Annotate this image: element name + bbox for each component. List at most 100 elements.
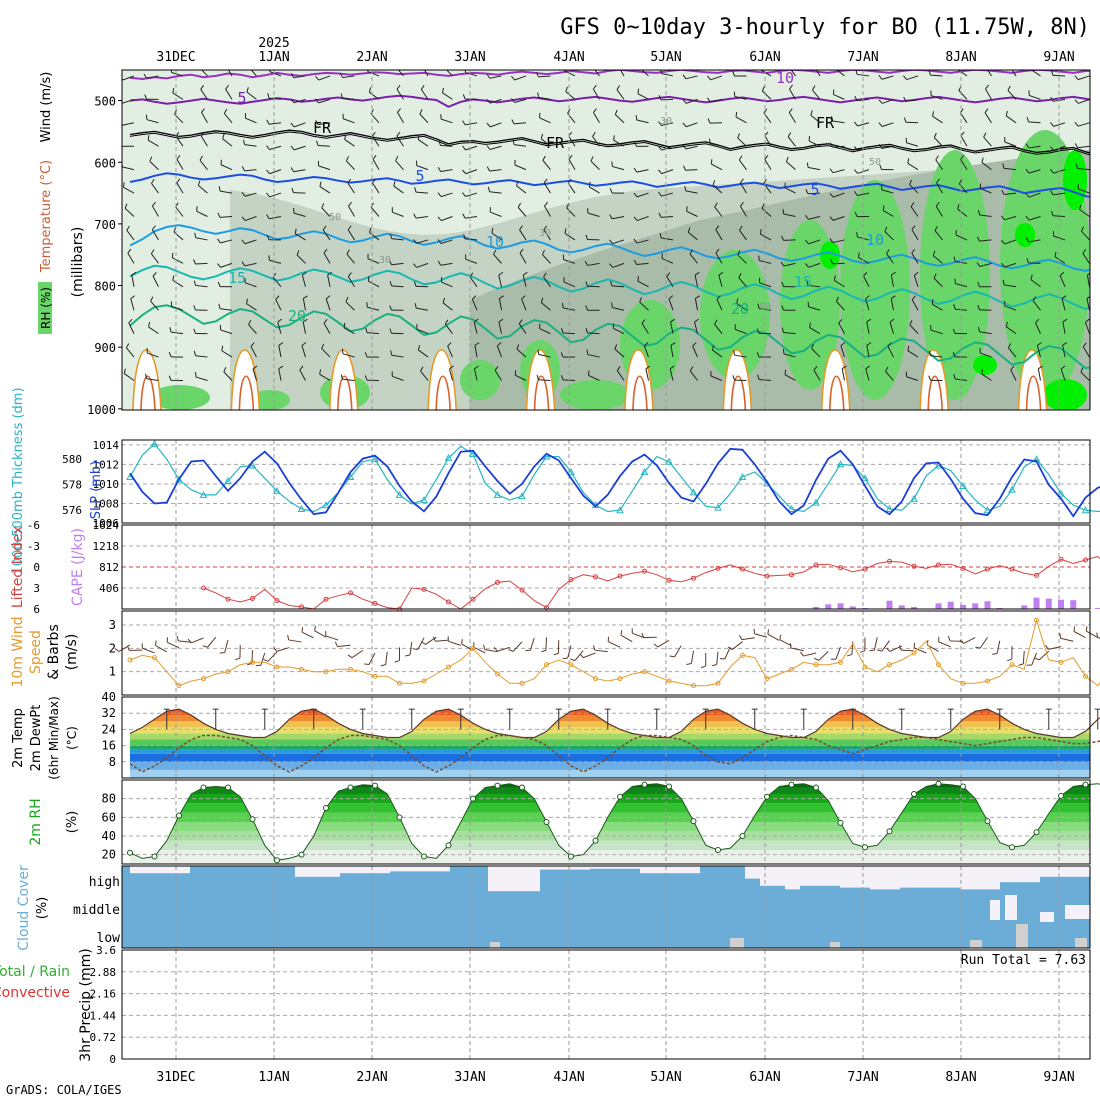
wind-speed-marker [176, 683, 182, 689]
wind-barb [489, 191, 502, 194]
precip-panel: 3.6 2.88 2.16 1.44 0.72 0 Run Total = 7.63 3hr … [0, 944, 1091, 1066]
wind-barb-flag [833, 275, 836, 281]
wind-barb [122, 98, 135, 104]
wind-barb [616, 370, 625, 381]
wind-barb-flag [707, 75, 712, 81]
wind-barb-flag [193, 328, 196, 334]
wind-speed-marker [1083, 673, 1088, 679]
wind-barb-flag [831, 115, 834, 122]
wind-barb-flag [909, 320, 913, 326]
cape-bar [996, 607, 1003, 609]
wind-barb [1053, 122, 1066, 127]
wind-barb [590, 160, 600, 171]
wind-barb [538, 379, 551, 381]
wind10-axis-label: & Barbs [46, 624, 62, 680]
wind-barb [710, 143, 723, 147]
wind-barb [906, 75, 919, 81]
wind-barb [759, 282, 772, 288]
wind-barb [342, 378, 355, 381]
precip-tick-label: 1.44 [90, 1009, 117, 1022]
wind-barb-flag [1030, 274, 1033, 280]
wind-barb-flag [952, 351, 956, 358]
rh-marker [396, 814, 403, 821]
rh-marker [200, 784, 207, 791]
wind-barb-flag [935, 202, 940, 207]
wind-barb-flag [1038, 365, 1043, 370]
wind-barb-flag [854, 191, 858, 196]
wind-barb-flag [570, 658, 576, 662]
wind-barb [223, 113, 233, 124]
wind-barb-flag [218, 303, 221, 309]
wind-barb [661, 237, 674, 241]
wind-barb [343, 327, 355, 335]
wind-barb-flag [393, 181, 396, 187]
temperature-contour-label: 5 [237, 89, 246, 107]
cape-bar [837, 603, 844, 609]
wind-barb [568, 159, 576, 170]
wind-barb-flag [517, 202, 522, 208]
wind-barb [1061, 298, 1066, 311]
wind-barb-flag [669, 365, 675, 370]
wind-barb [246, 91, 257, 100]
wind-speed-marker [764, 676, 770, 682]
wind-barb [1004, 284, 1017, 288]
thickness-marker [665, 457, 673, 465]
rh-band [130, 840, 1090, 850]
wind-barb [1029, 192, 1041, 198]
cape-bar [972, 603, 979, 609]
wind-barb [244, 262, 257, 267]
wind-barb-flag [444, 319, 449, 325]
high-cloud-bar [295, 866, 340, 877]
lifted-index-marker [1009, 566, 1015, 572]
wind-barb-flag [447, 342, 452, 347]
slp-tick-label: 1012 [93, 458, 120, 471]
wind-barb-flag [611, 161, 613, 167]
wind-barb-flag [266, 192, 270, 198]
pressure-tick-label: 800 [94, 280, 116, 294]
wind-barb [731, 641, 743, 650]
wind-barb [199, 159, 208, 170]
rh-line [129, 783, 1100, 861]
wind-speed-marker [691, 683, 696, 689]
wind-barb [473, 321, 478, 334]
wind-barb [1081, 230, 1090, 241]
wind-barb [465, 145, 478, 151]
wind-barb-flag [841, 365, 847, 370]
upper-air-fields [122, 70, 1090, 410]
wind-barb [448, 640, 461, 646]
wind-barb [932, 255, 943, 264]
wind-barb [981, 373, 992, 381]
wind-barb-flag [1037, 342, 1042, 346]
bottom-date-axis: 31DEC 1JAN 2JAN 3JAN 4JAN 5JAN 6JAN 7JAN 8JAN 9JA… [156, 1070, 1074, 1085]
rh-contour-label: 50 [869, 157, 881, 168]
wind-barb [980, 352, 992, 358]
wind-barb-flag [1054, 251, 1057, 257]
wind-barb [1062, 345, 1066, 358]
wind-barb-flag [498, 271, 504, 276]
wind-barb-flag [733, 91, 736, 97]
wind-barb-flag [1060, 365, 1066, 370]
wind-barb [321, 207, 331, 217]
wind-barb [417, 139, 429, 147]
wind-barb [346, 160, 355, 170]
wind-barb-flag [483, 644, 486, 650]
wind-barb [435, 639, 449, 642]
pressure-axis-label: (millibars) [70, 227, 86, 298]
wind-barb [543, 182, 551, 194]
wind-barb-flag [805, 189, 809, 195]
temperature-contour-label: 20 [731, 300, 749, 318]
wind-barb-flag [1050, 190, 1054, 196]
wind-barb-flag [781, 235, 784, 241]
lifted-index-marker [936, 562, 941, 568]
wind-barb [955, 283, 968, 288]
wind-barb [934, 230, 943, 241]
rh-marker [127, 849, 133, 856]
wind-barb-flag [854, 211, 858, 217]
wind-barb-flag [934, 225, 938, 231]
wind-barb-flag [732, 375, 735, 381]
wind-barb [881, 145, 894, 149]
thickness-marker [199, 490, 208, 498]
wind-barb-flag [537, 92, 540, 98]
wind-barb [347, 276, 355, 288]
rh-marker [911, 791, 917, 797]
